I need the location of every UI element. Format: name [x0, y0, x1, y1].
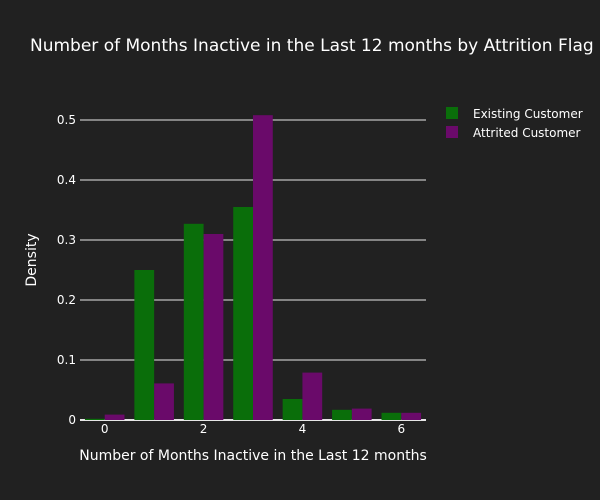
legend-swatch	[446, 107, 458, 119]
bar-attrited[interactable]	[401, 412, 422, 420]
bar-attrited[interactable]	[154, 383, 174, 420]
y-axis: 0 0.1 0.2 0.3 0.4 0.5	[57, 113, 76, 427]
y-tick-label: 0.1	[57, 353, 76, 367]
bar-existing[interactable]	[134, 270, 155, 420]
bar-existing[interactable]	[233, 207, 253, 420]
bar-existing[interactable]	[84, 418, 105, 420]
x-tick-label: 0	[101, 422, 109, 436]
y-tick-label: 0.4	[57, 173, 76, 187]
bar-existing[interactable]	[183, 223, 204, 420]
y-tick-label: 0	[68, 413, 76, 427]
bar-existing[interactable]	[282, 399, 303, 420]
x-tick-label: 4	[299, 422, 307, 436]
x-axis: 0 2 4 6	[101, 422, 405, 436]
legend-item[interactable]: Existing Customer	[446, 107, 583, 121]
x-tick-label: 6	[397, 422, 405, 436]
y-tick-label: 0.3	[57, 233, 76, 247]
bar-existing[interactable]	[332, 409, 352, 420]
legend[interactable]: Existing Customer Attrited Customer	[446, 107, 583, 140]
legend-swatch	[446, 126, 458, 138]
legend-label: Attrited Customer	[473, 126, 581, 140]
bars	[84, 115, 422, 420]
y-axis-title: Density	[24, 233, 40, 286]
bar-existing[interactable]	[381, 412, 402, 420]
y-tick-label: 0.5	[57, 113, 76, 127]
legend-item[interactable]: Attrited Customer	[446, 126, 581, 140]
bar-attrited[interactable]	[351, 408, 372, 420]
chart-title: Number of Months Inactive in the Last 12…	[30, 36, 594, 56]
x-axis-title: Number of Months Inactive in the Last 12…	[79, 448, 427, 464]
bar-attrited[interactable]	[203, 234, 224, 420]
bar-attrited[interactable]	[104, 414, 125, 420]
y-tick-label: 0.2	[57, 293, 76, 307]
legend-label: Existing Customer	[473, 107, 583, 121]
x-tick-label: 2	[200, 422, 208, 436]
bar-attrited[interactable]	[302, 372, 323, 420]
bar-attrited[interactable]	[253, 115, 273, 420]
